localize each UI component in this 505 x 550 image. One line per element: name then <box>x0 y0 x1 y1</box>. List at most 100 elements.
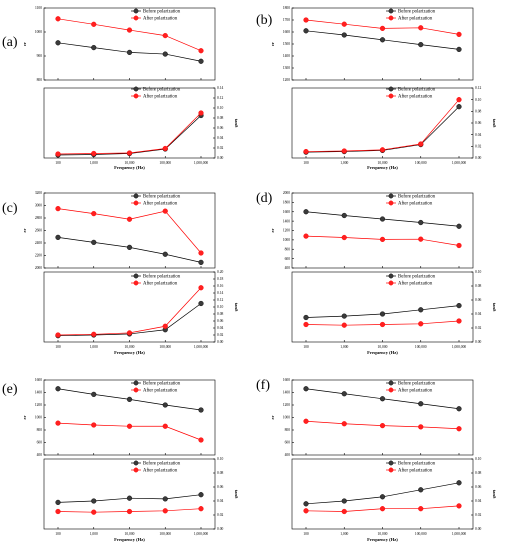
data-point-after <box>418 25 424 31</box>
y-tick-label: 0.00 <box>217 340 223 344</box>
y-tick-label: 600 <box>285 441 291 445</box>
legend-marker <box>133 273 139 279</box>
data-point-before <box>379 216 386 222</box>
y-tick-label: 1000 <box>35 416 42 420</box>
data-point-after <box>418 321 424 327</box>
x-tick-label: 100 <box>303 532 309 536</box>
y-tick-label: 0.08 <box>475 110 481 114</box>
x-tick-label: 1,000,000 <box>194 161 209 166</box>
legend-marker <box>388 193 394 199</box>
data-point-after <box>198 48 204 54</box>
panel-label: (b) <box>256 13 273 28</box>
legend-marker <box>388 15 394 21</box>
legend-marker <box>133 193 139 199</box>
data-point-after <box>341 421 347 427</box>
y-tick-label: 0.00 <box>475 527 481 531</box>
y-tick-label: 0.06 <box>475 121 481 125</box>
x-tick-label: 1,000,000 <box>194 345 209 350</box>
y-tick-label: 1600 <box>283 30 290 34</box>
y-tick-label: 0.00 <box>217 527 223 531</box>
legend-marker <box>133 8 139 14</box>
data-point-after <box>162 32 168 39</box>
data-point-after <box>55 420 61 426</box>
data-point-after <box>303 321 309 328</box>
y-tick-label: 0.04 <box>475 499 481 503</box>
data-point-before <box>198 407 204 413</box>
data-point-before <box>198 492 204 498</box>
data-point-before <box>418 401 424 407</box>
data-point-after <box>303 508 309 514</box>
legend-label: After polarization <box>398 469 433 474</box>
x-tick-label: 100,000 <box>415 532 427 537</box>
data-point-after <box>418 506 424 512</box>
y-tick-label: 1700 <box>283 18 290 22</box>
data-point-before <box>126 495 133 501</box>
data-point-before <box>379 311 386 317</box>
data-point-after <box>418 141 424 147</box>
y-tick-label: 1000 <box>283 416 290 420</box>
data-point-after <box>91 422 97 428</box>
data-point-before <box>341 32 347 38</box>
x-tick-label: 1,000,000 <box>194 532 209 537</box>
y-axis-label: εr <box>270 42 275 46</box>
data-point-after <box>379 506 386 512</box>
data-point-before <box>198 259 204 265</box>
data-point-after <box>379 321 386 328</box>
data-point-before <box>91 498 97 504</box>
x-tick-label: 1,000,000 <box>452 532 467 537</box>
y-tick-label: 1800 <box>283 201 290 205</box>
legend-label: After polarization <box>143 282 178 287</box>
x-tick-label: 10,000 <box>125 161 135 166</box>
y-axis-label: εr <box>270 415 275 419</box>
y-tick-label: 0.00 <box>475 156 481 160</box>
y-tick-label: 0.04 <box>475 312 481 316</box>
data-point-before <box>91 44 97 51</box>
legend-marker <box>388 460 394 466</box>
panel-label: (a) <box>2 35 18 50</box>
data-point-before <box>418 219 424 226</box>
panel-label: (d) <box>256 191 273 206</box>
y-tick-label: 0.10 <box>475 270 481 274</box>
y-tick-label: 0.10 <box>217 305 223 309</box>
y-tick-label: 0.04 <box>475 133 481 137</box>
y-tick-label: 0.06 <box>217 126 223 130</box>
x-axis-label: Frequency (Hz) <box>114 350 145 355</box>
plot-frame <box>43 192 216 269</box>
chart-panel-e: (e) 400 600 800 1000 1200 1400 1600 εr Before pol… <box>2 378 239 542</box>
y-tick-label: 1000 <box>283 238 290 242</box>
y-tick-label: 0.04 <box>217 326 223 330</box>
x-tick-label: 100 <box>55 161 61 165</box>
legend-marker <box>133 93 139 99</box>
panel-label: (c) <box>2 201 18 216</box>
legend-marker <box>388 86 394 92</box>
x-tick-label: 1,000 <box>340 532 348 537</box>
data-point-before <box>418 41 424 48</box>
y-axis-label: tanδ <box>492 303 497 312</box>
data-point-after <box>341 508 347 515</box>
y-tick-label: 1600 <box>35 378 42 382</box>
x-tick-label: 100,000 <box>159 532 171 537</box>
data-point-before <box>456 46 462 53</box>
data-point-before <box>341 313 347 319</box>
data-point-after <box>162 208 168 214</box>
y-tick-label: 400 <box>37 453 43 457</box>
x-tick-label: 1,000,000 <box>452 161 467 166</box>
y-tick-label: 1400 <box>35 391 42 395</box>
data-point-after <box>341 234 347 241</box>
y-tick-label: 2000 <box>35 266 42 270</box>
y-tick-label: 0.20 <box>217 270 223 274</box>
data-point-before <box>418 307 424 313</box>
y-tick-label: 1600 <box>283 378 290 382</box>
data-point-before <box>126 396 133 402</box>
y-tick-label: 0.06 <box>475 298 481 302</box>
y-tick-label: 1200 <box>35 403 42 407</box>
legend-marker <box>388 280 394 286</box>
y-tick-label: 0.16 <box>217 284 223 288</box>
y-tick-label: 0.10 <box>475 98 481 102</box>
data-point-before <box>379 494 386 500</box>
legend-label: Before polarization <box>398 462 436 467</box>
y-tick-label: 0.04 <box>217 499 223 503</box>
series-line-after <box>57 287 202 336</box>
y-tick-label: 1600 <box>283 210 290 214</box>
legend-marker <box>133 15 139 21</box>
